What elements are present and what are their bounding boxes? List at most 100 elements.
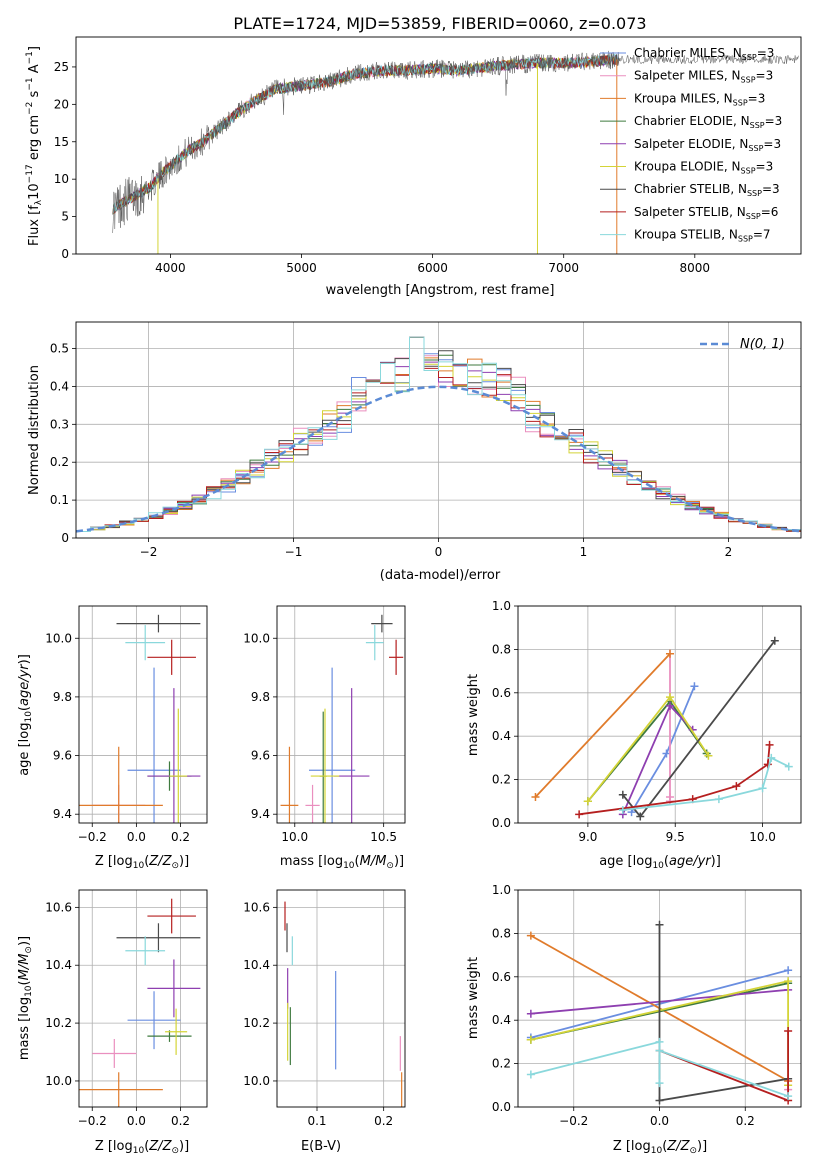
spectrum-xlabel: wavelength [Angstrom, rest frame]	[326, 283, 555, 298]
weight-point-marker	[655, 1096, 664, 1105]
residual-histogram	[76, 336, 801, 532]
x-tick-label: 8000	[680, 261, 711, 275]
y-tick-label: 0.2	[50, 455, 69, 469]
weight-point-marker	[714, 795, 723, 804]
weight-vs-age-ylabel: mass weight	[466, 674, 481, 756]
model-spectrum-line	[112, 55, 619, 215]
weight-vs-age-frame	[517, 605, 802, 824]
weight-point-marker	[655, 1079, 664, 1088]
spectrum-legend: Chabrier MILES, NSSP=3 Salpeter MILES, NS…	[600, 46, 782, 244]
y-tick-label: 0.0	[492, 1100, 511, 1114]
age-vs-Z-grid	[79, 606, 207, 823]
mass-vs-Z-data	[79, 898, 201, 1107]
age-vs-mass-data	[280, 614, 404, 823]
x-tick-label: 6000	[417, 261, 448, 275]
y-tick-label: 1.0	[492, 599, 511, 613]
x-tick-label: 0.2	[374, 1114, 393, 1128]
weight-point-marker	[770, 636, 779, 645]
weight-point-marker	[767, 753, 776, 762]
mass-vs-EBV-panel: 0.1 0.2 10.0 10.2 10.4 10.6 E(B-V)	[243, 889, 406, 1154]
y-tick-label: 10.4	[45, 958, 72, 972]
y-tick-label: 5	[61, 210, 69, 224]
x-tick-label: 7000	[548, 261, 579, 275]
residuals-xlabel: (data-model)/error	[380, 568, 501, 583]
model-spectrum-line	[112, 54, 619, 215]
x-tick-label: 10.0	[749, 830, 776, 844]
legend-entry: Kroupa STELIB, NSSP=7	[634, 228, 771, 244]
weight-point-marker	[636, 812, 645, 821]
weight-point-marker	[784, 1092, 793, 1101]
y-tick-label: 0.8	[492, 642, 511, 656]
residuals-ylabel: Normed distribution	[27, 365, 42, 495]
legend-entry: Chabrier MILES, NSSP=3	[634, 46, 774, 62]
y-tick-label: 10	[54, 172, 69, 186]
weight-series-line	[534, 653, 671, 798]
weight-point-marker	[690, 682, 699, 691]
y-tick-label: 0.6	[492, 686, 511, 700]
weight-point-marker	[784, 966, 793, 975]
y-tick-label: 15	[54, 135, 69, 149]
weight-point-marker	[618, 805, 627, 814]
y-tick-label: 0.0	[492, 816, 511, 830]
age-vs-Z-xlabel: Z [log10(Z/Z⊙)]	[95, 854, 189, 871]
y-tick-label: 9.8	[53, 690, 72, 704]
weight-vs-Z-xlabel: Z [log10(Z/Z⊙)]	[613, 1139, 707, 1156]
y-tick-label: 0.8	[492, 926, 511, 940]
legend-entry: Chabrier STELIB, NSSP=3	[634, 182, 780, 198]
weight-point-marker	[665, 693, 674, 702]
mass-vs-EBV-frame	[276, 889, 406, 1108]
legend-entry: Kroupa MILES, NSSP=3	[634, 91, 765, 107]
mass-vs-Z-frame	[78, 889, 208, 1108]
weight-point-marker	[665, 792, 674, 801]
x-tick-label: 1	[580, 545, 588, 559]
residuals-frame	[75, 321, 802, 539]
weight-point-marker	[655, 1046, 664, 1055]
x-tick-label: 0.1	[307, 1114, 326, 1128]
weight-vs-age-data	[531, 636, 793, 821]
weight-point-marker	[784, 977, 793, 986]
mass-vs-EBV-grid	[277, 890, 405, 1107]
weight-point-marker	[665, 701, 674, 710]
x-tick-label: 0.0	[127, 830, 146, 844]
mass-vs-EBV-xlabel: E(B-V)	[301, 1139, 341, 1154]
y-tick-label: 25	[54, 60, 69, 74]
mass-vs-Z-xlabel: Z [log10(Z/Z⊙)]	[95, 1139, 189, 1156]
legend-entry: Salpeter ELODIE, NSSP=3	[634, 137, 781, 153]
x-tick-label: 0.2	[171, 1114, 190, 1128]
weight-point-marker	[575, 810, 584, 819]
weight-vs-age-panel: 9.0 9.5 10.0 0.0 0.2 0.4 0.6 0.8 1.0 age [log10(…	[466, 599, 802, 871]
weight-vs-Z-ylabel: mass weight	[466, 957, 481, 1039]
mass-vs-Z-ylabel: mass [log10(M/M⊙)]	[17, 936, 34, 1060]
y-tick-label: 10.4	[243, 958, 270, 972]
weight-point-marker	[655, 1037, 664, 1046]
x-tick-label: −2	[140, 545, 158, 559]
age-vs-Z-panel: −0.2 0.0 0.29.49.69.810.0 Z [log10(Z/Z⊙)] …	[17, 605, 208, 871]
y-tick-label: 10.6	[243, 900, 270, 914]
model-spectrum-line	[112, 53, 619, 215]
model-spectrum-line	[112, 55, 619, 215]
legend-entry: Salpeter STELIB, NSSP=6	[634, 205, 778, 221]
y-tick-label: 0.4	[492, 729, 511, 743]
y-tick-label: 9.4	[251, 807, 270, 821]
x-tick-label: −1	[285, 545, 303, 559]
age-vs-mass-frame	[276, 605, 406, 824]
x-tick-label: 2	[725, 545, 733, 559]
y-tick-label: 0.2	[492, 773, 511, 787]
model-spectrum-line	[112, 55, 619, 215]
observed-spectrum-line	[112, 50, 799, 234]
weight-point-marker	[655, 920, 664, 929]
y-tick-label: 10.0	[243, 1074, 270, 1088]
legend-entry: Kroupa ELODIE, NSSP=3	[634, 160, 773, 176]
model-spectrum-line	[112, 55, 619, 215]
spectrum-data	[112, 50, 799, 254]
mass-vs-EBV-data	[284, 901, 403, 1107]
y-tick-label: 10.2	[45, 1016, 72, 1030]
mass-vs-Z-panel: −0.2 0.0 0.2 10.0 10.2 10.4 10.6 Z [log10(Z/Z⊙…	[17, 889, 208, 1156]
y-tick-label: 0.1	[50, 493, 69, 507]
y-tick-label: 10.2	[243, 1016, 270, 1030]
x-tick-label: 0.2	[736, 1114, 755, 1128]
age-vs-Z-frame	[78, 605, 208, 824]
y-tick-label: 9.4	[53, 807, 72, 821]
gaussian-curve	[76, 385, 801, 533]
